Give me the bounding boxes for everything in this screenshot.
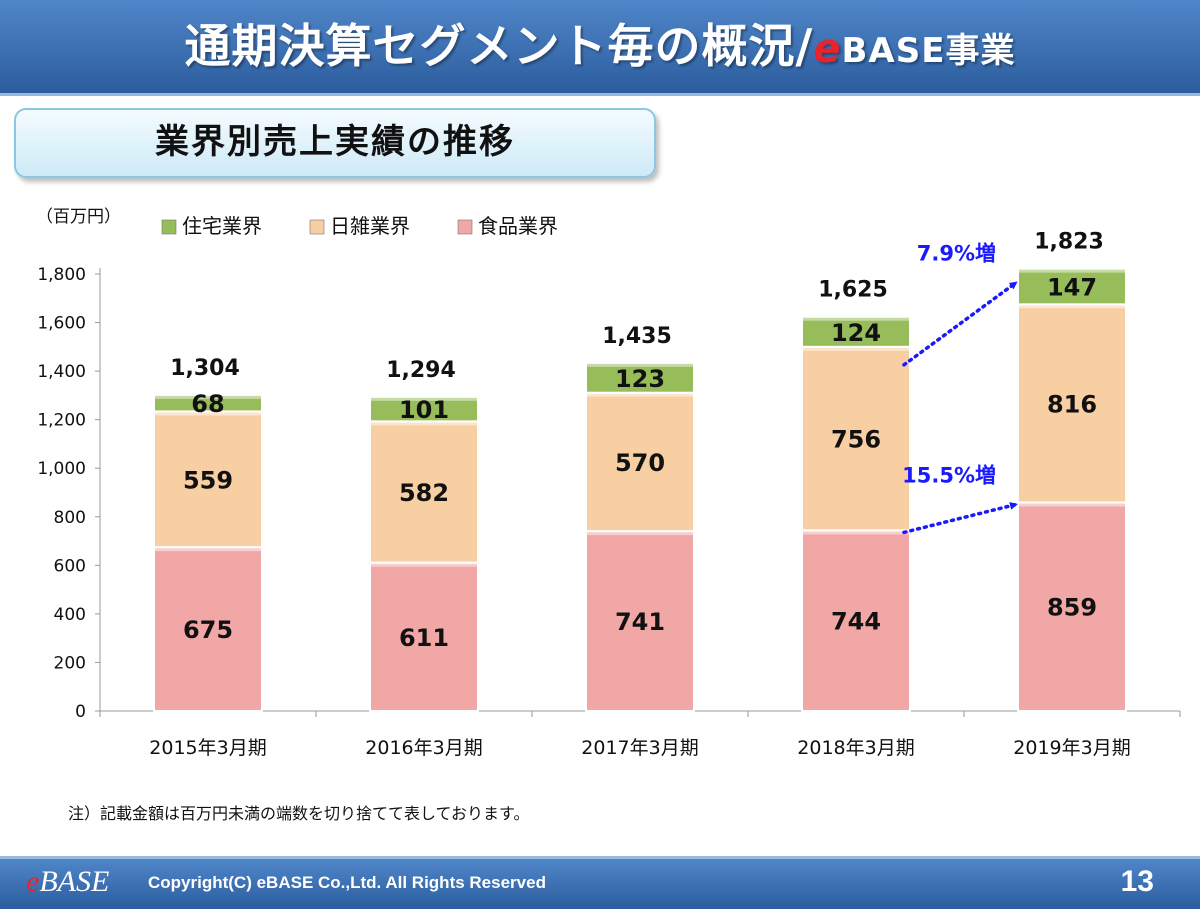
bar-segment	[801, 345, 911, 532]
data-label: 147	[1047, 274, 1097, 302]
legend-label: 住宅業界	[182, 214, 262, 238]
growth-arrow	[902, 280, 1018, 367]
bar-segment	[369, 395, 479, 423]
bar-segment	[369, 561, 479, 712]
bar-segment	[585, 361, 695, 394]
bar-segment	[369, 420, 479, 564]
data-label: 124	[831, 319, 881, 347]
subtitle: 業界別売上実績の推移	[155, 122, 515, 162]
total-label: 1,625	[818, 278, 888, 303]
bar-segment-highlight	[154, 411, 262, 416]
bar-segment-highlight	[370, 562, 478, 567]
header-bar: 通期決算セグメント毎の概況/eBASE事業	[0, 0, 1200, 96]
footer-bar: eBASE Copyright(C) eBASE Co.,Ltd. All Ri…	[0, 856, 1200, 909]
bar-segment	[1017, 501, 1127, 712]
x-category-label: 2017年3月期	[581, 737, 698, 759]
bar-segment	[153, 393, 263, 413]
legend-swatch	[457, 219, 473, 235]
legend-swatch	[309, 219, 325, 235]
growth-annotation: 15.5%増	[902, 463, 996, 487]
bar-segment-highlight	[1018, 502, 1126, 507]
legend-label: 食品業界	[478, 214, 558, 238]
title-sub: BASE事業	[841, 31, 1016, 71]
data-label: 816	[1047, 390, 1097, 418]
bar-segment	[585, 391, 695, 533]
x-category-label: 2016年3月期	[365, 737, 482, 759]
copyright-text: Copyright(C) eBASE Co.,Ltd. All Rights R…	[148, 873, 546, 892]
data-label: 859	[1047, 594, 1097, 622]
page-title: 通期決算セグメント毎の概況/eBASE事業	[0, 0, 1200, 93]
bar-segment-highlight	[586, 362, 694, 367]
data-label: 611	[399, 624, 449, 652]
bar-segment-highlight	[370, 421, 478, 426]
data-label: 570	[615, 449, 665, 477]
data-label: 741	[615, 608, 665, 636]
bar-segment	[585, 530, 695, 713]
bar-segment-highlight	[802, 530, 910, 535]
total-label: 1,823	[1034, 230, 1104, 255]
subtitle-box: 業界別売上実績の推移	[14, 108, 656, 178]
data-label: 582	[399, 479, 449, 507]
footnote: 注）記載金額は百万円未満の端数を切り捨てて表しております。	[68, 804, 530, 823]
bar-segment	[801, 529, 911, 713]
data-label: 744	[831, 608, 881, 636]
y-tick-label: 200	[54, 653, 86, 673]
bar-segment-highlight	[802, 346, 910, 351]
x-category-label: 2019年3月期	[1013, 737, 1130, 759]
y-tick-label: 400	[54, 605, 86, 625]
data-label: 675	[183, 616, 233, 644]
bar-segment-highlight	[802, 316, 910, 321]
y-tick-label: 800	[54, 508, 86, 528]
x-category-label: 2018年3月期	[797, 737, 914, 759]
y-tick-label: 1,200	[37, 411, 86, 431]
y-tick-label: 1,800	[37, 265, 86, 285]
x-category-label: 2015年3月期	[149, 737, 266, 759]
bar-segment-highlight	[370, 396, 478, 401]
legend-swatch	[161, 219, 177, 235]
y-tick-label: 1,400	[37, 362, 86, 382]
y-tick-label: 600	[54, 556, 86, 576]
bar-segment-highlight	[1018, 268, 1126, 273]
growth-arrow	[902, 502, 1018, 535]
legend-label: 日雑業界	[330, 214, 410, 238]
data-label: 559	[183, 466, 233, 494]
page-number: 13	[1120, 865, 1154, 898]
bar-segment	[1017, 267, 1127, 306]
data-label: 101	[399, 396, 449, 424]
y-tick-label: 0	[75, 702, 86, 722]
data-label: 756	[831, 426, 881, 454]
bar-segment-highlight	[154, 394, 262, 399]
y-tick-label: 1,600	[37, 314, 86, 334]
bar-segment-highlight	[1018, 304, 1126, 309]
bar-segment-highlight	[154, 547, 262, 552]
growth-annotation: 7.9%増	[917, 242, 996, 266]
logo-rest: BASE	[39, 865, 110, 898]
y-unit-label: （百万円）	[36, 207, 121, 227]
bar-segment	[801, 315, 911, 348]
total-label: 1,304	[170, 356, 240, 381]
bar-segment-highlight	[586, 392, 694, 397]
data-label: 68	[191, 390, 224, 418]
data-label: 123	[615, 365, 665, 393]
title-main: 通期決算セグメント毎の概況/	[184, 19, 814, 73]
bar-segment	[1017, 303, 1127, 504]
title-e-logo: e	[813, 26, 842, 72]
bar-segment	[153, 410, 263, 549]
stacked-bar-chart: 0 200 400 600 800 1,000 1,200 1,400 1,600 1,800 （百…	[36, 207, 1181, 759]
y-tick-label: 1,000	[37, 459, 86, 479]
total-label: 1,435	[602, 324, 672, 349]
bar-segment-highlight	[586, 531, 694, 536]
logo-e: e	[26, 865, 40, 898]
total-label: 1,294	[386, 358, 456, 383]
ebase-logo: eBASE	[26, 865, 109, 899]
